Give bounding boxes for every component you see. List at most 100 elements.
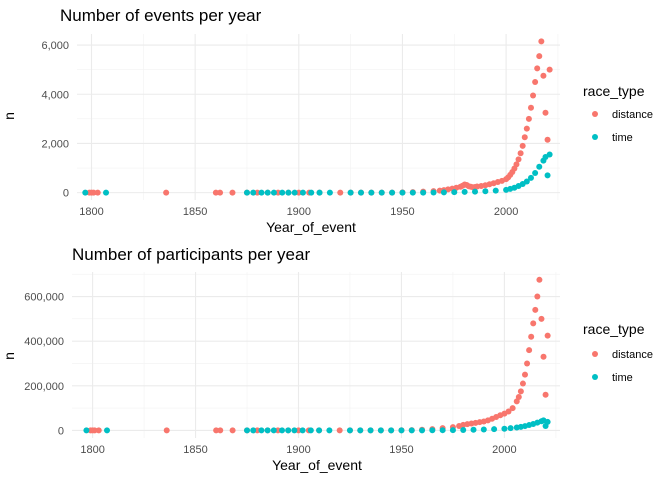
y-axis-title: n — [1, 112, 17, 120]
x-axis-title: Year_of_event — [272, 457, 362, 473]
x-tick-label: 2000 — [492, 444, 516, 456]
point-time — [492, 187, 499, 194]
y-tick-label: 6,000 — [41, 40, 69, 52]
point-distance — [94, 189, 101, 196]
point-time — [546, 151, 553, 158]
legend-key-time — [592, 374, 598, 380]
chart-participants-per-year: Number of participants per year 0 200,000… — [1, 245, 653, 473]
legend-key-distance — [592, 111, 598, 117]
legend-title: race_type — [583, 321, 645, 337]
point-time — [451, 189, 458, 196]
point-distance — [534, 65, 541, 72]
point-time — [270, 427, 277, 434]
point-distance — [229, 189, 236, 196]
x-tick-label: 1900 — [287, 206, 311, 218]
point-distance — [337, 189, 344, 196]
point-distance — [212, 189, 219, 196]
point-time — [264, 427, 271, 434]
point-time — [507, 425, 514, 432]
point-time — [470, 426, 477, 433]
point-distance — [536, 53, 543, 60]
x-tick-label: 1950 — [390, 206, 414, 218]
point-distance — [528, 333, 535, 340]
point-time — [326, 427, 333, 434]
legend-title: race_type — [583, 83, 645, 99]
point-time — [316, 427, 323, 434]
point-time — [316, 189, 323, 196]
point-distance — [163, 427, 170, 434]
x-tick-label: 1800 — [80, 444, 104, 456]
point-distance — [538, 38, 545, 45]
point-distance — [513, 398, 520, 405]
point-distance — [534, 293, 541, 300]
point-distance — [517, 388, 524, 395]
point-distance — [515, 393, 522, 400]
point-time — [460, 426, 467, 433]
point-distance — [526, 347, 533, 354]
point-distance — [254, 427, 261, 434]
point-time — [357, 189, 364, 196]
point-time — [243, 189, 250, 196]
point-distance — [530, 320, 537, 327]
point-time — [440, 189, 447, 196]
point-time — [544, 172, 551, 179]
point-time — [523, 178, 530, 185]
point-time — [326, 189, 333, 196]
point-time — [482, 188, 489, 195]
point-distance — [527, 104, 534, 111]
point-distance — [546, 66, 553, 73]
data-points — [83, 276, 551, 434]
point-time — [472, 188, 479, 195]
legend-key-time — [592, 134, 598, 140]
point-time — [346, 427, 353, 434]
y-tick-label: 400,000 — [24, 336, 64, 348]
legend-label-distance: distance — [612, 349, 653, 361]
point-time — [409, 189, 416, 196]
point-distance — [509, 405, 516, 412]
point-distance — [525, 115, 532, 122]
point-distance — [505, 408, 512, 415]
legend-key-distance — [592, 351, 598, 357]
point-distance — [542, 109, 549, 116]
point-time — [544, 418, 551, 425]
y-tick-label: 200,000 — [24, 381, 64, 393]
point-time — [285, 189, 292, 196]
chart-title: Number of participants per year — [72, 245, 310, 264]
legend-label-time: time — [612, 372, 633, 384]
point-time — [430, 189, 437, 196]
point-distance — [91, 427, 98, 434]
point-distance — [542, 391, 549, 398]
point-distance — [536, 276, 543, 283]
point-distance — [336, 427, 343, 434]
point-time — [378, 189, 385, 196]
point-distance — [521, 134, 528, 141]
point-time — [419, 427, 426, 434]
point-time — [258, 189, 265, 196]
point-time — [279, 189, 286, 196]
legend-label-time: time — [612, 132, 633, 144]
x-tick-label: 1850 — [183, 444, 207, 456]
point-time — [399, 189, 406, 196]
point-time — [461, 188, 468, 195]
point-time — [244, 427, 251, 434]
grid — [72, 272, 560, 438]
point-distance — [544, 332, 551, 339]
point-time — [429, 427, 436, 434]
point-distance — [295, 189, 302, 196]
x-tick-label: 1850 — [183, 206, 207, 218]
point-time — [536, 163, 543, 170]
point-time — [532, 169, 539, 176]
point-time — [449, 427, 456, 434]
point-time — [291, 189, 298, 196]
point-distance — [538, 315, 545, 322]
point-time — [285, 427, 292, 434]
legend-label-distance: distance — [612, 109, 653, 121]
point-time — [308, 189, 315, 196]
point-time — [420, 189, 427, 196]
point-distance — [519, 142, 526, 149]
x-tick-label: 1900 — [286, 444, 310, 456]
chart-title: Number of events per year — [60, 6, 262, 25]
point-time — [103, 189, 110, 196]
x-ticks: 1800 1850 1900 1950 2000 — [80, 444, 516, 456]
